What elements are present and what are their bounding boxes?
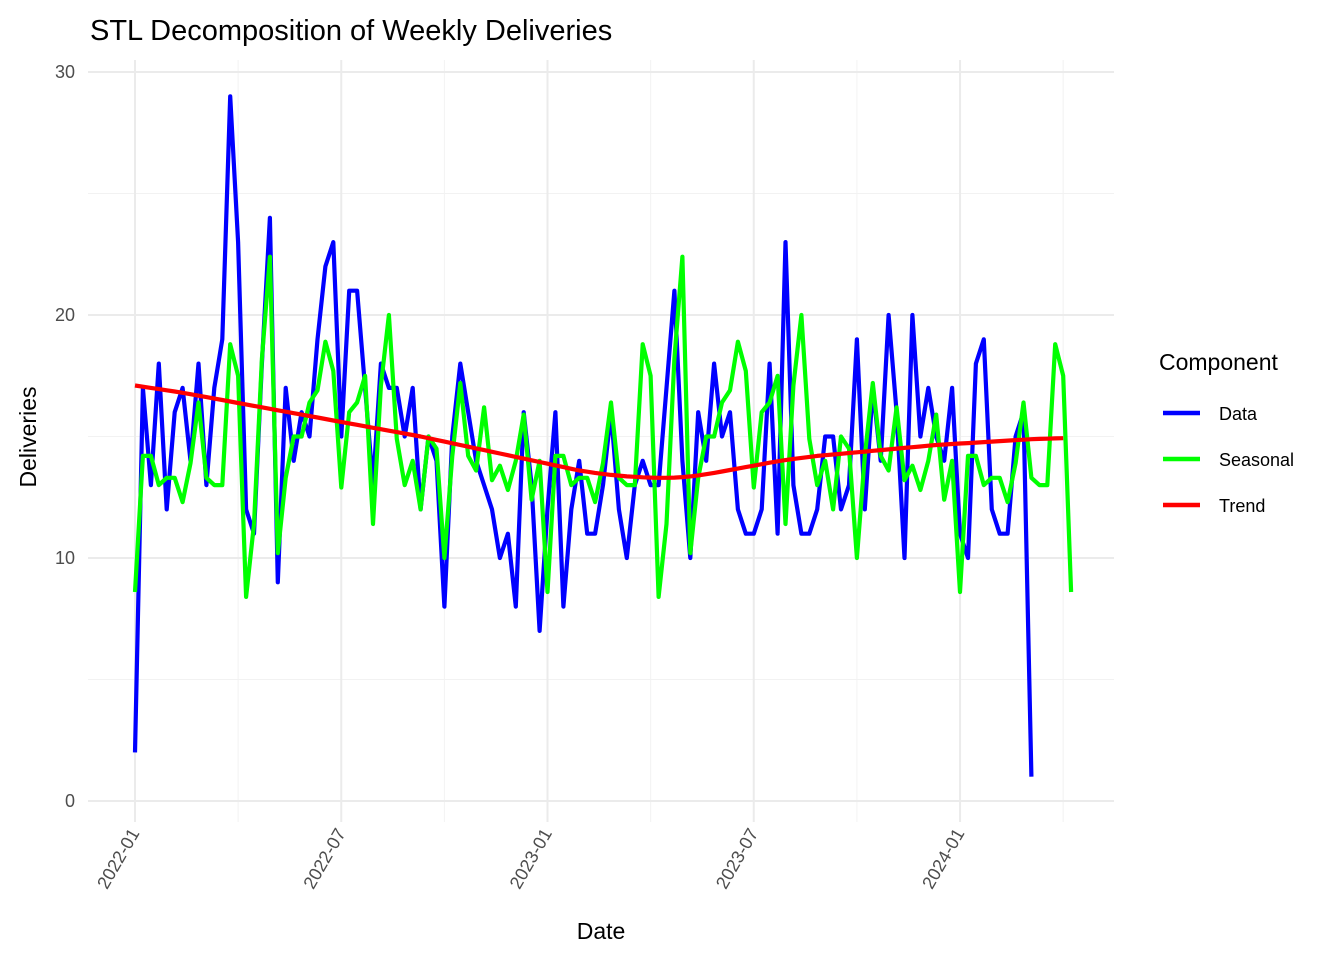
x-tick-label: 2022-01 [93, 825, 143, 892]
y-tick-label: 20 [55, 305, 75, 325]
x-tick-label: 2024-01 [918, 825, 968, 892]
y-tick-label: 10 [55, 548, 75, 568]
y-tick-label: 30 [55, 62, 75, 82]
series-line-data [132, 94, 1034, 777]
series-line-trend [134, 383, 1064, 480]
legend-title: Component [1159, 349, 1279, 375]
legend-label-trend: Trend [1219, 496, 1265, 516]
y-axis-ticks: 0 10 20 30 [55, 62, 75, 811]
legend: Component Data Seasonal Trend [1159, 349, 1294, 516]
y-axis-title: Deliveries [15, 387, 41, 488]
x-axis-title: Date [577, 918, 626, 944]
legend-label-data: Data [1219, 404, 1258, 424]
x-tick-label: 2022-07 [299, 825, 349, 892]
x-tick-label: 2023-01 [506, 825, 556, 892]
series-line-seasonal [132, 254, 1074, 600]
x-tick-label: 2023-07 [712, 825, 762, 892]
series-lines [132, 94, 1074, 777]
x-axis-ticks: 2022-01 2022-07 2023-01 2023-07 2024-01 [93, 825, 968, 892]
chart-title: STL Decomposition of Weekly Deliveries [90, 15, 612, 47]
y-tick-label: 0 [65, 791, 75, 811]
legend-label-seasonal: Seasonal [1219, 450, 1294, 470]
